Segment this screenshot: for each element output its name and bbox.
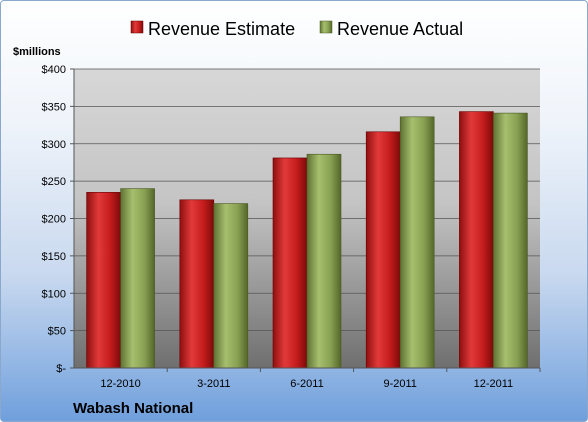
x-tick-label: 6-2011 (290, 378, 323, 390)
bar-estimate-12-2010 (86, 192, 121, 369)
legend-label-actual: Revenue Actual (337, 19, 463, 39)
x-tick-label: 9-2011 (383, 378, 416, 390)
bar-actual-12-2010 (120, 188, 155, 369)
company-name: Wabash National (73, 400, 193, 417)
legend-swatch-estimate (130, 20, 144, 34)
legend-swatch-actual (319, 20, 333, 34)
bar-actual-9-2011 (399, 116, 435, 369)
x-tick-label: 12-2010 (100, 378, 140, 390)
y-tick-label: $100 (42, 288, 66, 300)
bar-actual-3-2011 (213, 203, 249, 369)
bar-estimate-9-2011 (365, 131, 401, 369)
y-tick-label: $350 (42, 101, 66, 113)
bar-actual-12-2011 (493, 112, 528, 369)
y-tick-label: $300 (42, 139, 66, 151)
y-tick-label: $200 (42, 214, 66, 226)
bar-actual-6-2011 (306, 153, 342, 369)
y-tick-label: $150 (42, 251, 66, 263)
x-tick-label: 3-2011 (197, 378, 230, 390)
y-tick-label: $400 (42, 64, 66, 76)
y-axis-ticks: $- $50 $100 $150 $200 $250 $300 $350 $400 (42, 64, 74, 375)
y-tick-label: $50 (48, 326, 66, 338)
legend: Revenue Estimate Revenue Actual (130, 19, 463, 39)
bar-estimate-3-2011 (179, 199, 215, 369)
x-tick-label: 12-2011 (474, 378, 514, 390)
x-axis-ticks: 12-2010 3-2011 6-2011 9-2011 12-2011 (100, 368, 541, 390)
bars (86, 111, 528, 369)
legend-label-estimate: Revenue Estimate (148, 19, 295, 39)
bar-estimate-6-2011 (272, 157, 308, 369)
bar-estimate-12-2011 (459, 111, 494, 369)
y-axis-unit-label: $millions (13, 46, 61, 58)
y-tick-label: $- (56, 363, 66, 375)
y-tick-label: $250 (42, 176, 66, 188)
